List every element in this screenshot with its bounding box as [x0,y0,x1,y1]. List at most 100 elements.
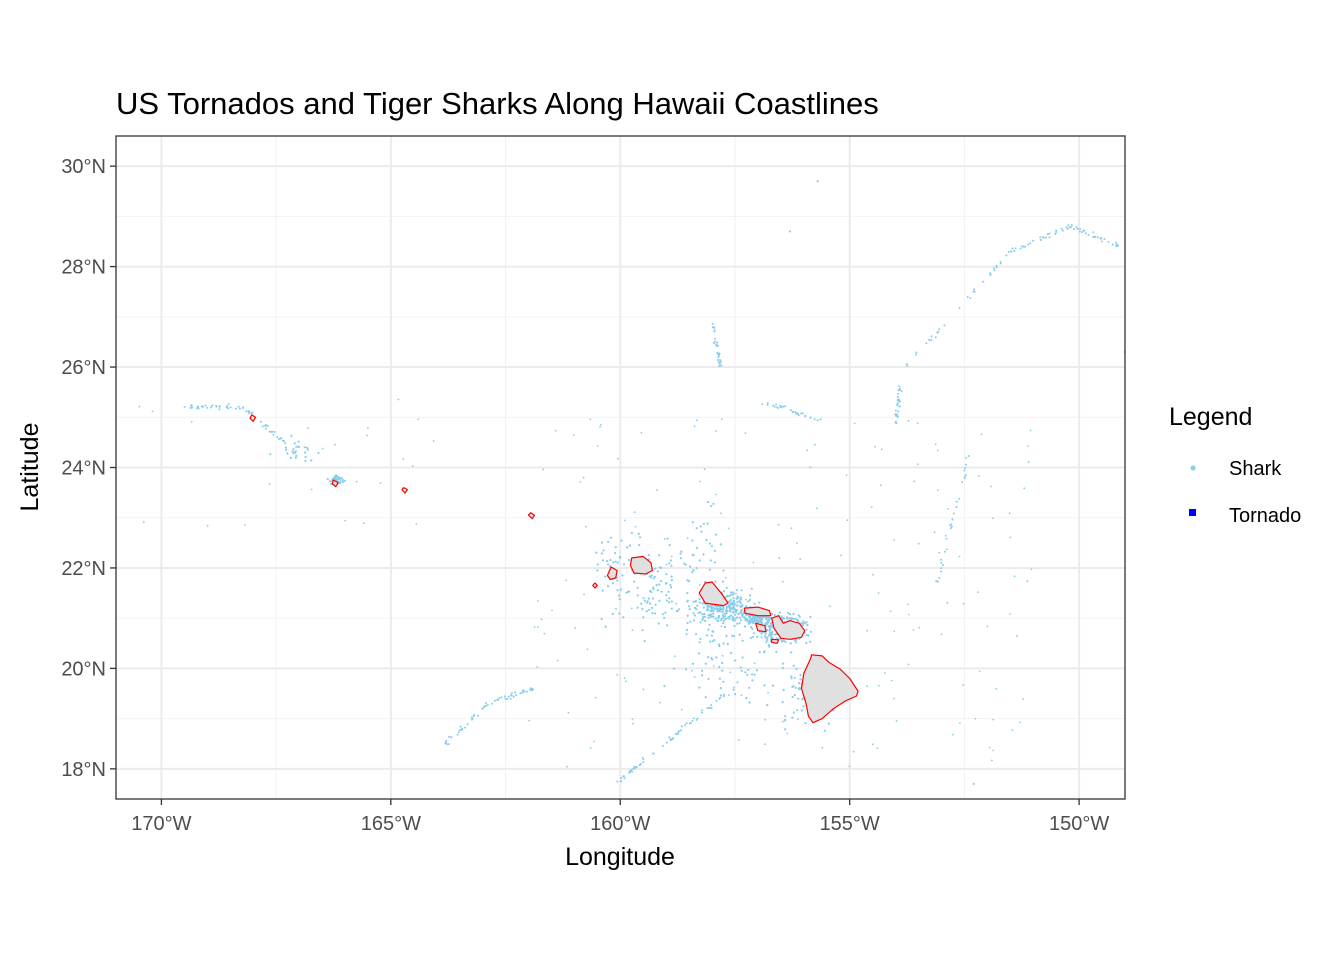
shark-point [718,665,721,669]
shark-point [918,626,921,629]
shark-point [481,707,484,710]
island-polygons [249,414,859,724]
shark-point [445,739,448,742]
shark-point [992,517,994,520]
shark-point [709,706,712,709]
shark-point [1084,232,1087,235]
shark-point [958,307,961,309]
shark-point [725,612,728,615]
shark-point [244,524,246,526]
shark-point [1066,227,1069,230]
shark-point [466,723,469,726]
shark-point [893,630,896,633]
shark-point [846,519,849,522]
shark-point [1027,461,1030,464]
shark-point [1011,247,1014,250]
shark-point [744,671,747,674]
shark-point [695,633,698,636]
shark-point [748,701,751,704]
shark-point [736,681,739,684]
shark-point [938,328,941,331]
shark-point [616,589,619,592]
x-tick-label: 160°W [590,813,650,835]
shark-point [705,538,708,542]
legend-item-shark: Shark [1190,458,1282,480]
shark-point [663,538,666,540]
shark-point [853,422,856,425]
shark-point [913,480,916,483]
shark-point [963,469,966,472]
shark-point [261,425,264,428]
chart-title: US Tornados and Tiger Sharks Along Hawai… [116,86,879,121]
shark-point [789,642,792,645]
shark-point [794,641,798,644]
shark-point [965,463,968,466]
shark-point [650,574,653,577]
shark-point [656,489,658,491]
shark-point [907,603,909,606]
shark-point [748,598,752,602]
shark-point [670,575,673,578]
shark-point [691,521,694,524]
shark-point [628,590,631,593]
shark-point [668,562,671,565]
shark-point [641,629,644,632]
shark-point [305,446,309,449]
island-kaula [592,582,598,589]
shark-point [802,620,805,623]
shark-point [631,629,634,631]
shark-point [725,634,728,638]
shark-point [317,451,320,455]
shark-point [733,613,737,616]
shark-point [515,694,518,697]
shark-point [749,594,752,597]
shark-point [693,425,696,428]
shark-point [758,651,761,654]
shark-point [574,627,576,629]
shark-point [731,634,734,637]
shark-point [788,617,791,620]
shark-point [900,390,903,393]
shark-point [1024,245,1027,248]
shark-point [722,619,725,623]
shark-point [711,323,714,325]
shark-point [668,736,671,739]
shark-point [712,615,715,618]
shark-point [735,592,737,595]
shark-point [344,519,347,522]
shark-point [333,476,336,479]
shark-point [343,479,346,482]
shark-point [685,633,688,636]
shark-point [749,626,753,629]
shark-point [304,455,307,459]
shark-point [631,770,634,773]
shark-point [281,439,284,442]
shark-point [507,695,510,698]
shark-point [741,639,744,642]
shark-point [745,619,749,622]
shark-point [609,536,613,539]
shark-point [715,430,717,432]
shark-point [764,718,767,721]
shark-point [720,364,723,367]
shark-point [733,619,736,622]
shark-point [601,589,604,592]
shark-point [463,726,466,729]
shark-point [946,601,949,604]
shark-point [725,586,728,589]
shark-point [238,407,241,410]
shark-point [993,269,996,272]
shark-point [613,551,617,555]
shark-point [622,616,625,619]
shark-point [721,669,724,672]
shark-point [995,264,998,267]
shark-point [974,717,977,720]
shark-point [716,351,719,354]
shark-point [728,694,730,696]
shark-point [714,580,717,583]
shark-point [1082,229,1085,232]
shark-point [599,425,601,428]
shark-point [711,606,714,610]
shark-point [774,633,777,636]
shark-point [928,339,931,341]
